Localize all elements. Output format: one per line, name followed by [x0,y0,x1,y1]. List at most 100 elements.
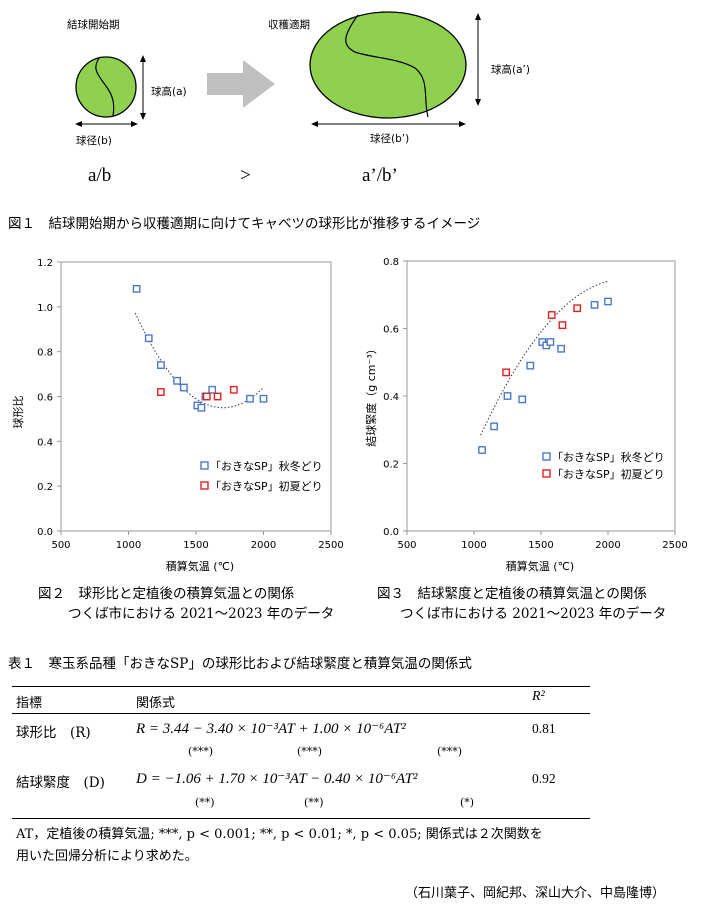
fig2-chart: 球形比 積算気温 (℃) 「おきなSP」秋冬どり 「おきなSP」初夏どり 500… [11,258,344,573]
data-point-series-1 [604,297,612,306]
ratio-ab-prime: a’/b’ [362,165,398,186]
y-tick-label: 0.8 [383,257,399,268]
data-point-series-1 [208,385,217,394]
fig1-illustration [75,11,481,127]
legend: 「おきなSP」秋冬どり 「おきなSP」初夏どり [200,459,323,493]
table-top-rule [12,686,590,687]
y-tick-label: 0.4 [383,392,399,403]
data-point-series-2 [547,311,556,319]
data-point-series-1 [156,361,165,370]
table-bottom-rule [12,818,590,819]
data-point-series-2 [573,304,582,313]
legend-label-series-1: 「おきなSP」秋冬どり [552,450,665,464]
legend-label-series-2: 「おきなSP」初夏どり [210,479,323,493]
x-tick-label: 1500 [528,540,553,551]
x-tick-label: 1000 [461,540,486,551]
x-tick-label: 1500 [183,540,208,551]
plot-frame [406,260,676,532]
large-cabbage-leaf-line [345,14,429,118]
y-axis-label: 結球緊度（g cm⁻³） [364,343,378,446]
regression-curve [480,280,609,436]
data-point-series-2 [502,368,511,377]
x-tick-label: 2000 [251,540,276,551]
x-tick-label: 500 [51,540,70,551]
row2-indicator: 結球緊度 (D) [16,775,105,791]
row2-sig-2: (**) [304,796,324,809]
data-point-series-2 [156,388,165,396]
x-tick-label: 2500 [662,540,687,551]
width-b-label: 球径(b) [76,135,112,147]
row1-indicator: 球形比 (R) [16,725,91,741]
legend: 「おきなSP」秋冬どり 「おきなSP」初夏どり [542,450,665,481]
height-a2-label: 球高(a’) [491,64,530,76]
header-r2: R² [532,689,545,704]
ratio-ab: a/b [88,165,112,186]
data-point-series-1 [197,403,206,412]
row1-formula: R = 3.44 − 3.40 × 10⁻³AT + 1.00 × 10⁻⁶AT… [136,721,406,737]
y-tick-label: 0.6 [383,325,399,336]
data-point-series-1 [503,392,512,400]
row1-r2: 0.81 [532,721,556,736]
row2-sig-1: (**) [195,796,215,809]
data-point-series-1 [557,344,565,353]
stage1-label: 結球開始期 [67,19,120,31]
y-tick-label: 0.4 [37,437,53,448]
stage2-label: 収穫適期 [268,19,310,31]
fig2-caption-line1: 図２ 球形比と定植後の積算気温との関係 [38,586,295,602]
y-tick-label: 0.0 [37,527,53,538]
y-tick-label: 0.6 [37,393,53,404]
data-point-series-2 [229,385,238,394]
legend-marker-series-2 [200,481,209,490]
data-point-series-1 [144,334,153,343]
y-tick-label: 0.2 [383,460,399,471]
legend-marker-series-2 [542,469,551,478]
small-cabbage-leaf-line [95,57,115,117]
fig2-caption-line2: つくば市における 2021～2023 年のデータ [68,606,335,622]
data-point-series-1 [173,376,181,385]
row2-r2: 0.92 [532,771,556,786]
data-point-series-1 [259,394,268,403]
row2-formula: D = −1.06 + 1.70 × 10⁻³AT − 0.40 × 10⁻⁶A… [136,771,418,787]
x-tick-label: 500 [397,540,416,551]
legend-label-series-2: 「おきなSP」初夏どり [552,467,665,481]
table-note-line1: AT，定植後の積算気温; ***, p < 0.001; **, p < 0.0… [16,827,543,842]
authors: （石川葉子、岡紀邦、深山大介、中島隆博） [405,886,666,901]
large-cabbage [309,11,467,119]
width-b2-label: 球径(b’) [370,133,410,145]
data-point-series-1 [132,285,141,293]
fig3-chart: 結球緊度（g cm⁻³） 積算気温 (℃) 「おきなSP」秋冬どり 「おきなSP… [364,257,688,573]
y-tick-label: 0.0 [383,527,399,538]
x-tick-label: 1000 [116,540,141,551]
data-point-series-1 [490,422,498,431]
fig3-caption-line2: つくば市における 2021～2023 年のデータ [400,606,667,622]
x-axis-label: 積算気温 (℃) [166,559,234,573]
regression-curve [134,312,264,409]
y-axis-label: 球形比 [11,396,25,429]
header-indicator: 指標 [16,696,43,711]
row2-sig-3: (*) [460,796,475,809]
table-title: 表１ 寒玉系品種「おきなSP」の球形比および結球緊度と積算気温の関係式 [8,656,472,672]
data-point-series-1 [546,338,555,346]
data-point-series-2 [202,392,211,401]
data-point-series-1 [518,395,527,404]
data-point-series-2 [558,321,567,330]
y-tick-label: 0.8 [37,348,53,359]
data-point-series-2 [213,392,222,401]
legend-marker-series-1 [200,461,209,470]
fig1-caption: 図１ 結球開始期から収穫適期に向けてキャベツの球形比が推移するイメージ [8,216,481,232]
row1-sig-1: (***) [188,745,214,758]
data-point-series-1 [526,361,535,370]
row1-sig-3: (***) [437,745,463,758]
height-a-label: 球高(a) [151,86,187,98]
greater-than: > [240,165,251,186]
y-tick-label: 0.2 [37,482,53,493]
header-formula: 関係式 [136,696,176,711]
table-note-line2: 用いた回帰分析により求めた。 [16,849,198,864]
legend-label-series-1: 「おきなSP」秋冬どり [210,459,323,473]
legend-marker-series-1 [542,452,551,461]
data-point-series-1 [590,300,599,309]
y-tick-label: 1.0 [37,303,53,314]
data-point-series-1 [246,394,254,403]
table-header-rule [12,713,590,714]
fig3-caption-line1: 図３ 結球緊度と定植後の積算気温との関係 [377,586,647,602]
